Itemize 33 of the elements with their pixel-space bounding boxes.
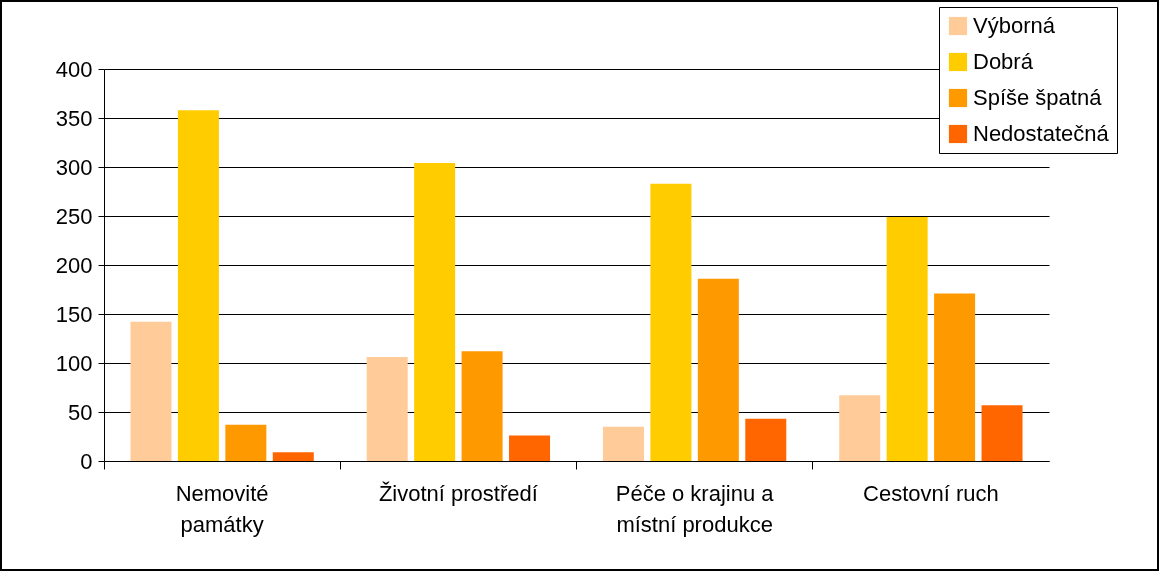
y-tick-label: 250 bbox=[55, 203, 93, 229]
y-tick-label: 200 bbox=[55, 252, 93, 278]
y-tick-label: 350 bbox=[55, 105, 93, 131]
y-tick-label: 150 bbox=[55, 301, 93, 327]
bar bbox=[886, 216, 928, 461]
bar bbox=[602, 426, 644, 461]
y-tick-label: 100 bbox=[55, 350, 93, 376]
legend-label: Dobrá bbox=[973, 49, 1034, 74]
bar bbox=[650, 183, 692, 461]
bar bbox=[697, 278, 739, 461]
y-tick-label: 300 bbox=[55, 154, 93, 180]
x-tick-label: Nemovité památky bbox=[175, 480, 269, 537]
y-tick-label: 0 bbox=[80, 448, 93, 474]
x-tick-label: Životní prostředí bbox=[378, 480, 538, 506]
bar bbox=[414, 163, 456, 461]
y-tick-label: 50 bbox=[68, 399, 93, 425]
legend-label: Nedostatečná bbox=[973, 121, 1110, 146]
x-tick-label: Péče o krajinu a místní produkce bbox=[615, 480, 775, 537]
bar bbox=[177, 110, 219, 461]
bar bbox=[745, 418, 787, 461]
legend-label: Výborná bbox=[973, 13, 1056, 38]
bar bbox=[981, 405, 1023, 461]
bar bbox=[934, 293, 976, 461]
bar bbox=[366, 357, 408, 461]
bar bbox=[225, 424, 267, 461]
bar bbox=[509, 435, 551, 461]
bar bbox=[272, 452, 314, 461]
bar bbox=[461, 351, 503, 461]
bar bbox=[130, 321, 172, 461]
y-tick-label: 400 bbox=[55, 56, 93, 82]
bar bbox=[839, 395, 881, 461]
legend-label: Spíše špatná bbox=[973, 85, 1103, 110]
x-tick-label: Cestovní ruch bbox=[863, 480, 999, 506]
